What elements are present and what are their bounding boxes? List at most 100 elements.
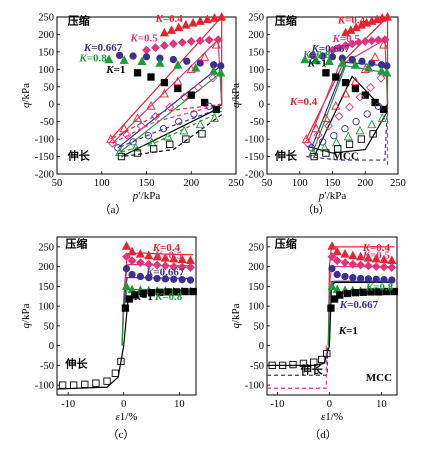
data-point — [341, 272, 349, 281]
plot-frame — [266, 236, 398, 396]
data-point — [341, 124, 349, 133]
data-point — [341, 88, 351, 98]
data-point — [205, 102, 213, 110]
annotation: 伸长 — [274, 148, 298, 162]
data-point — [186, 262, 195, 272]
data-point — [380, 276, 388, 284]
data-point — [379, 105, 388, 114]
data-point — [198, 130, 206, 138]
data-point — [136, 121, 146, 131]
data-point — [216, 67, 226, 77]
data-point — [186, 36, 196, 46]
data-point — [144, 131, 152, 140]
data-point — [133, 69, 142, 77]
annotation: K=0.4 — [362, 242, 391, 254]
y-axis-label: q/kPa — [20, 303, 32, 328]
data-point — [174, 22, 184, 32]
data-point — [127, 246, 137, 256]
data-point — [360, 64, 370, 73]
panel-d: -10 0 10-100-50050100150200250ε1/%q/kPa压缩伸… — [230, 236, 399, 423]
y-tick-label: -100 — [245, 135, 264, 146]
model-line — [306, 104, 389, 161]
y-tick-label: -100 — [35, 135, 54, 146]
data-point — [196, 59, 204, 67]
data-point — [324, 56, 334, 65]
data-point — [165, 102, 175, 112]
data-point — [195, 119, 205, 129]
series-markers — [301, 39, 389, 143]
data-point — [161, 275, 170, 283]
data-point — [117, 152, 126, 161]
panel-caption: （b） — [302, 203, 330, 216]
data-point — [382, 287, 391, 296]
data-point — [190, 110, 198, 118]
data-point — [340, 249, 350, 258]
annotation: 伸长 — [64, 356, 88, 370]
data-point — [128, 270, 136, 279]
data-point — [170, 275, 178, 283]
annotation: 伸长 — [300, 362, 324, 376]
data-point — [373, 35, 383, 45]
y-tick-label: 250 — [248, 242, 264, 253]
series-markers — [122, 264, 195, 284]
data-point — [115, 147, 125, 157]
y-tick-label: -150 — [245, 152, 264, 163]
data-point — [351, 84, 360, 93]
data-point — [299, 359, 308, 368]
data-point — [345, 140, 354, 148]
data-point — [322, 69, 330, 77]
annotation: K=0.667 — [311, 43, 351, 55]
data-point — [142, 53, 151, 61]
data-point — [343, 131, 353, 141]
x-tick-label: 100 — [292, 178, 308, 189]
x-tick-label: 10 — [376, 399, 387, 410]
data-point — [159, 27, 169, 37]
data-point — [121, 281, 132, 291]
data-point — [135, 258, 145, 268]
data-point — [341, 41, 351, 51]
data-point — [375, 288, 383, 296]
x-tick-label: -10 — [270, 399, 284, 410]
data-point — [119, 123, 129, 133]
data-point — [372, 275, 380, 283]
data-point — [178, 276, 186, 284]
series-markers — [106, 39, 221, 143]
data-point — [174, 84, 182, 93]
annotation: 压缩 — [65, 237, 87, 251]
annotation: 压缩 — [275, 237, 297, 251]
data-point — [341, 78, 350, 87]
data-point — [327, 241, 337, 250]
panel-caption: （a） — [100, 203, 127, 216]
data-point — [151, 111, 160, 121]
data-point — [186, 64, 196, 73]
data-point — [160, 78, 169, 87]
annotation: K=1 — [133, 291, 153, 303]
annotation: MCC — [333, 150, 359, 162]
data-point — [182, 135, 190, 143]
x-tick-label: 250 — [228, 178, 244, 189]
data-point — [311, 123, 321, 133]
data-point — [209, 113, 220, 122]
data-point — [351, 289, 360, 297]
data-point — [345, 102, 354, 112]
data-point — [303, 138, 313, 148]
series-markers — [310, 130, 377, 161]
annotation: K=0.5 — [154, 250, 183, 262]
data-point — [331, 101, 341, 110]
panel-caption: （c） — [108, 428, 135, 441]
annotation: K=0.8 — [78, 53, 107, 65]
annotation: 压缩 — [275, 14, 297, 28]
y-tick-label: 50 — [254, 82, 265, 93]
data-point — [172, 288, 181, 296]
x-tick-label: 100 — [94, 178, 110, 189]
y-tick-label: -100 — [245, 381, 264, 392]
annotation: K=0.4 — [152, 242, 181, 254]
data-point — [159, 124, 168, 133]
series-markers — [309, 51, 391, 70]
data-point — [289, 360, 297, 369]
series-markers — [122, 252, 195, 272]
data-point — [122, 264, 131, 273]
x-axis-label: p′/kPa — [132, 190, 161, 202]
data-point — [179, 125, 189, 135]
series-markers — [307, 102, 382, 152]
